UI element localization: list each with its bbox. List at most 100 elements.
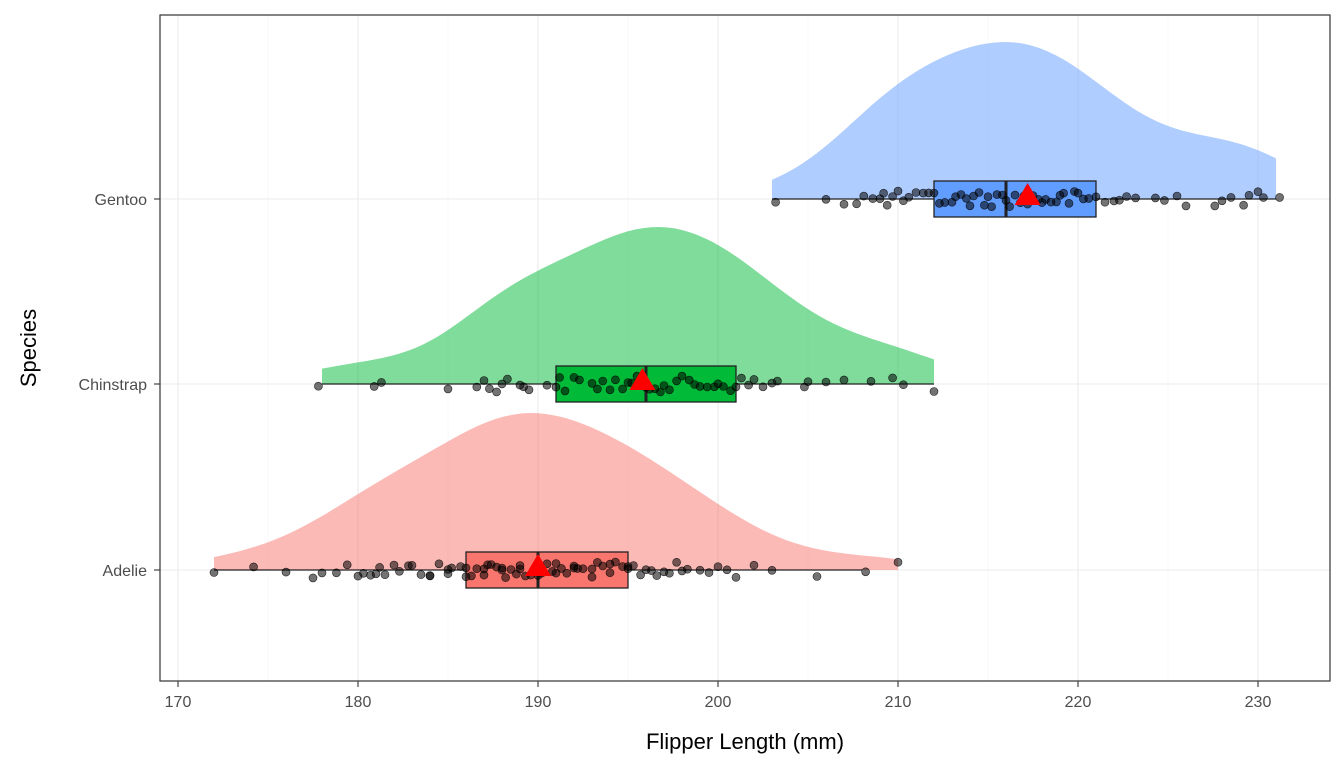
data-point	[861, 567, 870, 577]
data-point	[672, 376, 681, 386]
data-point	[524, 385, 534, 395]
y-axis-title: Species	[16, 309, 41, 387]
data-point	[683, 564, 692, 574]
data-point	[593, 384, 602, 394]
data-point	[893, 186, 903, 196]
mean-marker-adelie	[525, 554, 551, 576]
data-point	[375, 563, 384, 572]
data-point	[1244, 191, 1254, 200]
data-point	[1010, 190, 1020, 200]
density-gentoo	[772, 42, 1276, 199]
data-point	[1239, 200, 1248, 210]
data-point	[1100, 197, 1110, 207]
data-point	[929, 188, 939, 198]
data-point	[983, 192, 993, 201]
data-point	[749, 375, 759, 384]
data-point	[605, 385, 615, 395]
data-point	[1091, 192, 1101, 202]
data-point	[821, 195, 831, 204]
data-point	[1064, 199, 1074, 208]
data-point	[737, 373, 746, 383]
x-tick-label: 190	[525, 694, 552, 711]
data-point	[249, 562, 258, 572]
mean-marker-gentoo	[1014, 183, 1041, 205]
data-point	[695, 565, 705, 575]
plot-panel-border	[159, 14, 1331, 682]
data-point	[369, 382, 379, 391]
data-point	[562, 568, 572, 578]
data-point	[555, 373, 564, 382]
x-tick-label: 230	[1245, 694, 1272, 711]
data-point	[587, 564, 597, 574]
data-point	[839, 199, 849, 209]
data-point	[1005, 202, 1014, 211]
data-point	[551, 559, 561, 568]
data-point	[702, 382, 712, 392]
data-point	[713, 562, 723, 572]
density-clouds	[214, 42, 1276, 570]
data-point	[605, 568, 615, 578]
data-point	[859, 191, 869, 201]
y-tick-label: Adelie	[103, 563, 148, 580]
data-point	[656, 387, 665, 397]
data-point	[771, 197, 780, 207]
data-point	[479, 376, 489, 385]
data-point	[371, 569, 381, 579]
data-point	[852, 199, 861, 209]
data-point	[1052, 197, 1061, 207]
data-point	[377, 378, 386, 387]
x-axis-ticks: 170 180 190 200 210 220 230	[165, 681, 1272, 711]
data-point	[472, 564, 482, 574]
data-point	[479, 570, 489, 580]
data-point	[611, 375, 620, 385]
data-point	[1172, 191, 1182, 201]
data-point	[1275, 193, 1284, 202]
data-point	[665, 385, 674, 395]
data-point	[719, 382, 728, 391]
data-point	[497, 565, 507, 575]
data-point	[395, 566, 404, 576]
data-point	[1084, 194, 1094, 203]
data-point	[929, 387, 939, 396]
data-point	[407, 560, 417, 570]
data-point	[461, 563, 471, 573]
data-point	[342, 560, 352, 570]
data-point	[749, 560, 759, 570]
data-point	[758, 382, 768, 392]
data-point	[1115, 195, 1124, 205]
data-point	[672, 557, 681, 567]
data-point	[767, 565, 777, 575]
data-point	[665, 568, 674, 578]
data-point	[434, 559, 444, 569]
data-point	[1073, 188, 1083, 198]
x-tick-label: 200	[705, 694, 732, 711]
data-point	[447, 563, 456, 573]
data-point	[868, 194, 878, 203]
data-point	[425, 571, 435, 580]
data-point	[380, 570, 390, 580]
data-point	[1259, 193, 1268, 202]
data-point	[551, 382, 561, 392]
density-chinstrap	[322, 227, 934, 384]
y-tick-label: Gentoo	[95, 192, 148, 209]
data-point	[987, 202, 996, 211]
data-point	[962, 194, 971, 203]
data-point	[866, 376, 876, 386]
data-point	[359, 568, 368, 578]
data-point	[821, 377, 831, 387]
data-point	[467, 571, 476, 581]
data-point	[485, 384, 494, 394]
x-tick-label: 210	[885, 694, 912, 711]
data-point	[940, 198, 950, 207]
data-point	[888, 192, 897, 201]
data-point	[677, 371, 687, 381]
data-point	[722, 565, 732, 575]
data-point	[839, 375, 849, 385]
data-point	[1122, 192, 1131, 201]
data-point	[652, 571, 662, 580]
data-point	[731, 572, 741, 582]
data-point	[317, 568, 327, 578]
data-point	[587, 572, 597, 582]
x-tick-label: 180	[345, 694, 372, 711]
